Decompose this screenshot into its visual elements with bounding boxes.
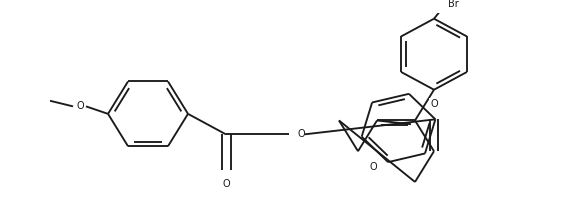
- Text: O: O: [222, 179, 230, 189]
- Text: Br: Br: [448, 0, 459, 9]
- Text: O: O: [430, 99, 438, 109]
- Text: O: O: [76, 101, 84, 111]
- Text: O: O: [297, 129, 304, 139]
- Text: O: O: [370, 163, 377, 172]
